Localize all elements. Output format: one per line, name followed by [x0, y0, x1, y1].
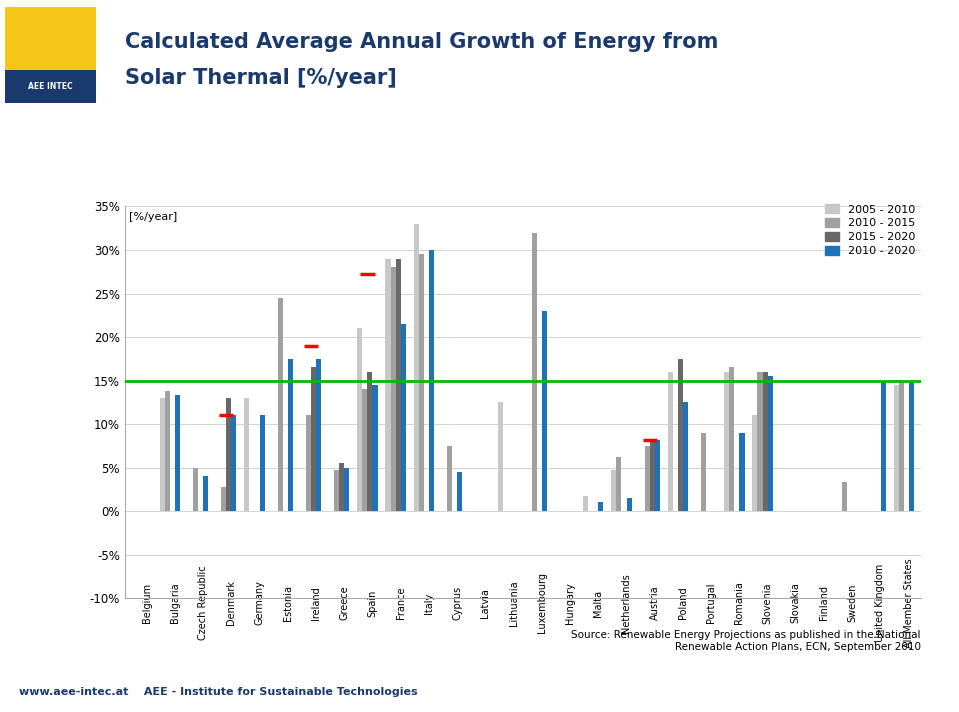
Bar	[165, 391, 170, 511]
Bar	[583, 496, 588, 511]
Bar	[683, 402, 688, 511]
Bar	[222, 487, 226, 511]
Bar	[899, 380, 903, 511]
Bar	[758, 372, 762, 511]
Bar	[245, 398, 249, 511]
Bar	[203, 476, 208, 511]
Bar	[260, 415, 265, 511]
Bar	[390, 268, 396, 511]
Bar	[306, 415, 311, 511]
Bar	[175, 395, 180, 511]
Bar	[5, 70, 96, 103]
Bar	[880, 380, 886, 511]
Bar	[401, 324, 406, 511]
Bar	[842, 482, 847, 511]
Bar	[649, 441, 655, 511]
Bar	[316, 359, 321, 511]
Text: [%/year]: [%/year]	[129, 212, 176, 222]
Bar	[372, 385, 378, 511]
Bar	[447, 446, 452, 511]
Bar	[894, 385, 899, 511]
Bar	[278, 298, 283, 511]
Bar	[739, 433, 744, 511]
Bar	[396, 258, 401, 511]
Bar	[386, 258, 390, 511]
Bar	[5, 7, 96, 70]
Bar	[655, 440, 660, 511]
Bar	[226, 398, 231, 511]
Bar	[429, 250, 434, 511]
Bar	[413, 224, 419, 511]
Text: Solar Thermal [%/year]: Solar Thermal [%/year]	[125, 68, 396, 88]
Bar	[344, 468, 349, 511]
Bar	[193, 468, 199, 511]
Bar	[753, 415, 758, 511]
Bar	[762, 372, 767, 511]
Bar	[701, 433, 706, 511]
Bar	[626, 498, 632, 511]
Bar	[367, 372, 372, 511]
Bar	[288, 359, 292, 511]
Bar	[617, 457, 621, 511]
Bar	[358, 328, 363, 511]
Legend: 2005 - 2010, 2010 - 2015, 2015 - 2020, 2010 - 2020: 2005 - 2010, 2010 - 2015, 2015 - 2020, 2…	[826, 204, 915, 256]
Bar	[159, 398, 165, 511]
Bar	[678, 359, 683, 511]
Text: AEE INTEC: AEE INTEC	[28, 83, 73, 91]
Bar	[457, 472, 462, 511]
Bar	[311, 367, 316, 511]
Bar	[611, 470, 617, 511]
Bar	[499, 402, 503, 511]
Bar	[419, 254, 424, 511]
Bar	[334, 470, 339, 511]
Bar	[724, 372, 729, 511]
Bar	[667, 372, 673, 511]
Bar	[339, 464, 344, 511]
Bar	[767, 376, 773, 511]
Bar	[363, 389, 367, 511]
Bar	[231, 415, 237, 511]
Bar	[729, 367, 735, 511]
Bar	[531, 233, 537, 511]
Bar	[542, 311, 547, 511]
Bar	[644, 446, 649, 511]
Text: Calculated Average Annual Growth of Energy from: Calculated Average Annual Growth of Ener…	[125, 32, 718, 52]
Text: Source: Renewable Energy Projections as published in the National
Renewable Acti: Source: Renewable Energy Projections as …	[572, 630, 921, 651]
Text: www.aee-intec.at    AEE - Institute for Sustainable Technologies: www.aee-intec.at AEE - Institute for Sus…	[19, 687, 418, 698]
Bar	[598, 503, 603, 511]
Bar	[909, 380, 914, 511]
